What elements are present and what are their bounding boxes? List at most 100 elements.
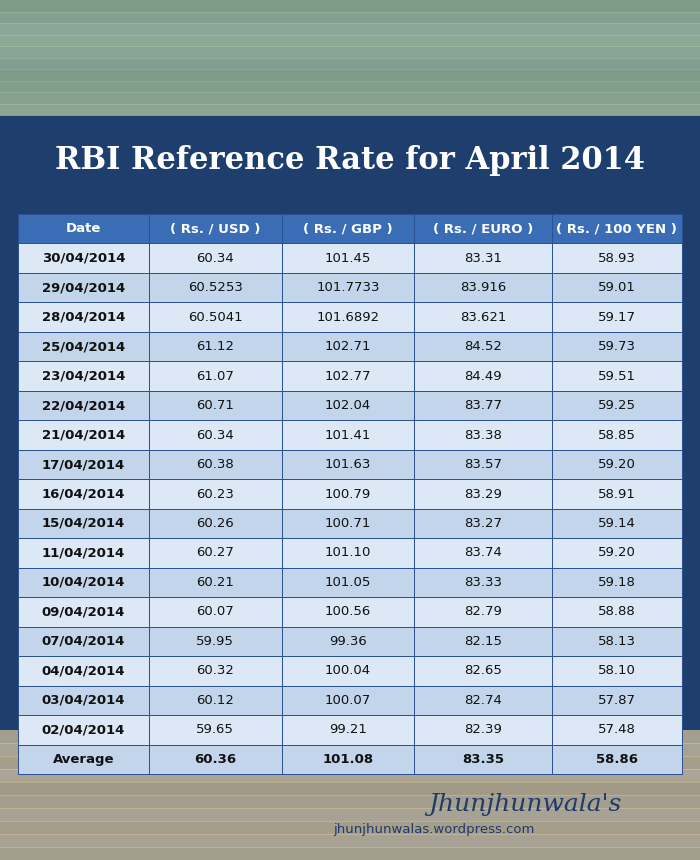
Bar bbox=[281, 332, 414, 361]
Text: 60.27: 60.27 bbox=[196, 546, 234, 560]
Bar bbox=[281, 243, 414, 273]
Bar bbox=[0, 81, 700, 93]
Bar bbox=[18, 243, 149, 273]
Text: 102.71: 102.71 bbox=[325, 341, 371, 353]
Bar bbox=[149, 745, 281, 774]
Bar bbox=[18, 303, 149, 332]
Text: 101.10: 101.10 bbox=[325, 546, 371, 560]
Bar bbox=[0, 69, 700, 82]
Text: 83.33: 83.33 bbox=[464, 576, 502, 589]
Bar bbox=[552, 243, 682, 273]
Bar bbox=[18, 597, 149, 627]
Bar bbox=[149, 303, 281, 332]
Text: 60.34: 60.34 bbox=[196, 252, 234, 265]
Bar bbox=[552, 568, 682, 597]
Text: 59.17: 59.17 bbox=[598, 310, 636, 323]
Text: 59.95: 59.95 bbox=[196, 635, 234, 648]
Text: 83.31: 83.31 bbox=[464, 252, 502, 265]
Bar bbox=[0, 730, 700, 744]
Bar bbox=[281, 479, 414, 509]
Text: 83.27: 83.27 bbox=[464, 517, 502, 530]
Text: 84.49: 84.49 bbox=[464, 370, 502, 383]
Bar bbox=[552, 390, 682, 421]
Text: 99.21: 99.21 bbox=[329, 723, 367, 736]
Text: 83.77: 83.77 bbox=[464, 399, 502, 412]
Text: 60.71: 60.71 bbox=[196, 399, 234, 412]
Text: 15/04/2014: 15/04/2014 bbox=[42, 517, 125, 530]
Bar bbox=[18, 538, 149, 568]
Bar bbox=[18, 745, 149, 774]
Text: 82.65: 82.65 bbox=[464, 664, 502, 678]
Text: 28/04/2014: 28/04/2014 bbox=[42, 310, 125, 323]
Bar bbox=[552, 597, 682, 627]
Bar bbox=[149, 273, 281, 303]
Bar bbox=[18, 627, 149, 656]
Text: Jhunjhunwala's: Jhunjhunwala's bbox=[428, 794, 622, 816]
Bar bbox=[414, 568, 552, 597]
Text: 82.79: 82.79 bbox=[464, 605, 502, 618]
Bar bbox=[552, 627, 682, 656]
Bar bbox=[149, 479, 281, 509]
Bar bbox=[18, 479, 149, 509]
Bar bbox=[281, 390, 414, 421]
Bar bbox=[0, 847, 700, 860]
Bar bbox=[414, 479, 552, 509]
Text: 83.35: 83.35 bbox=[462, 752, 504, 765]
Text: 101.08: 101.08 bbox=[323, 752, 374, 765]
Bar bbox=[149, 332, 281, 361]
Bar bbox=[0, 756, 700, 770]
Bar bbox=[281, 538, 414, 568]
Text: 03/04/2014: 03/04/2014 bbox=[42, 694, 125, 707]
Text: 83.38: 83.38 bbox=[464, 428, 502, 441]
Bar bbox=[414, 685, 552, 715]
Text: 59.25: 59.25 bbox=[598, 399, 636, 412]
Bar bbox=[18, 450, 149, 479]
Bar bbox=[281, 715, 414, 745]
Bar bbox=[552, 273, 682, 303]
Bar bbox=[18, 214, 149, 243]
Text: 101.05: 101.05 bbox=[325, 576, 371, 589]
Text: 59.01: 59.01 bbox=[598, 281, 636, 294]
Text: 83.621: 83.621 bbox=[460, 310, 506, 323]
Bar bbox=[0, 730, 700, 860]
Bar bbox=[0, 782, 700, 796]
Text: 60.23: 60.23 bbox=[196, 488, 234, 501]
Bar bbox=[552, 745, 682, 774]
Bar bbox=[414, 597, 552, 627]
Text: 60.38: 60.38 bbox=[196, 458, 234, 471]
Bar bbox=[149, 597, 281, 627]
Text: 59.20: 59.20 bbox=[598, 458, 636, 471]
Bar bbox=[414, 656, 552, 685]
Text: Date: Date bbox=[66, 222, 101, 236]
Text: ( Rs. / 100 YEN ): ( Rs. / 100 YEN ) bbox=[556, 222, 678, 236]
Text: 101.7733: 101.7733 bbox=[316, 281, 380, 294]
Bar bbox=[149, 685, 281, 715]
Bar bbox=[281, 303, 414, 332]
Bar bbox=[18, 568, 149, 597]
Bar bbox=[414, 214, 552, 243]
Bar bbox=[281, 509, 414, 538]
Text: 82.15: 82.15 bbox=[464, 635, 502, 648]
Text: 58.13: 58.13 bbox=[598, 635, 636, 648]
Bar bbox=[18, 332, 149, 361]
Bar bbox=[281, 656, 414, 685]
Text: 84.52: 84.52 bbox=[464, 341, 502, 353]
Bar bbox=[414, 303, 552, 332]
Text: 100.56: 100.56 bbox=[325, 605, 371, 618]
Bar bbox=[414, 715, 552, 745]
Bar bbox=[281, 450, 414, 479]
Bar bbox=[18, 656, 149, 685]
Text: 58.88: 58.88 bbox=[598, 605, 636, 618]
Bar bbox=[149, 656, 281, 685]
Text: 07/04/2014: 07/04/2014 bbox=[42, 635, 125, 648]
Text: 100.07: 100.07 bbox=[325, 694, 371, 707]
Text: 100.79: 100.79 bbox=[325, 488, 371, 501]
Bar bbox=[149, 421, 281, 450]
Text: 99.36: 99.36 bbox=[329, 635, 367, 648]
Bar bbox=[18, 421, 149, 450]
Text: 58.86: 58.86 bbox=[596, 752, 638, 765]
Bar bbox=[18, 361, 149, 390]
Text: 60.12: 60.12 bbox=[196, 694, 234, 707]
Text: RBI Reference Rate for April 2014: RBI Reference Rate for April 2014 bbox=[55, 145, 645, 176]
Bar bbox=[18, 273, 149, 303]
